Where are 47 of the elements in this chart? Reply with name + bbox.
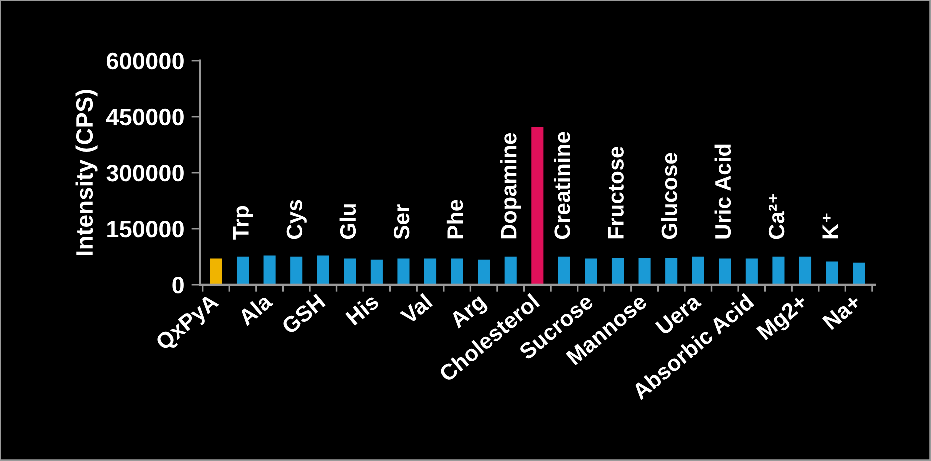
x-tick-label: Fructose xyxy=(608,147,624,239)
bar xyxy=(612,258,624,285)
x-tick-label: Trp xyxy=(233,206,254,240)
y-axis-title: Intensity (CPS) xyxy=(76,90,98,256)
bar xyxy=(692,256,704,285)
bar xyxy=(344,258,356,285)
bar xyxy=(317,256,330,285)
bar xyxy=(451,258,464,285)
bar xyxy=(424,258,437,285)
x-tick-label: Dopamine xyxy=(500,133,522,239)
x-tick-label: Uric Acid xyxy=(714,144,732,239)
x-tick-label: K⁺ xyxy=(822,214,838,239)
bar xyxy=(504,256,517,285)
bar xyxy=(558,256,570,285)
y-tick-label: 450000 xyxy=(106,108,184,126)
x-tick-label: Phe xyxy=(446,200,464,239)
bar xyxy=(478,260,490,285)
bar xyxy=(638,258,651,285)
bar xyxy=(264,256,276,285)
bar xyxy=(826,262,838,285)
bar xyxy=(719,258,732,285)
y-tick-label: 300000 xyxy=(106,164,184,182)
bar xyxy=(236,256,250,285)
x-tick-label: Na+ xyxy=(822,293,862,330)
bar xyxy=(746,258,758,285)
bar xyxy=(210,258,222,285)
bar xyxy=(772,256,785,285)
y-tick-label: 150000 xyxy=(108,220,184,238)
x-tick-label: Ca²⁺ xyxy=(768,194,785,240)
bar xyxy=(290,256,303,285)
y-tick-label: 600000 xyxy=(106,52,184,70)
y-tick-label: 0 xyxy=(172,276,184,294)
x-tick-label: Ala xyxy=(237,292,274,327)
bar xyxy=(585,258,598,285)
x-tick-label: Glucose xyxy=(661,153,678,240)
bar xyxy=(370,260,383,285)
bar xyxy=(666,258,678,285)
x-tick-label: Creatinine xyxy=(554,132,570,240)
bar xyxy=(853,262,866,285)
x-tick-label: Cys xyxy=(286,200,307,240)
x-tick-label: Glu xyxy=(340,204,356,240)
bar xyxy=(799,256,812,285)
x-tick-label: His xyxy=(344,292,380,326)
bar xyxy=(532,126,544,285)
bar xyxy=(398,258,410,285)
x-tick-label: Val xyxy=(399,293,434,326)
x-tick-label: Ser xyxy=(394,204,410,240)
